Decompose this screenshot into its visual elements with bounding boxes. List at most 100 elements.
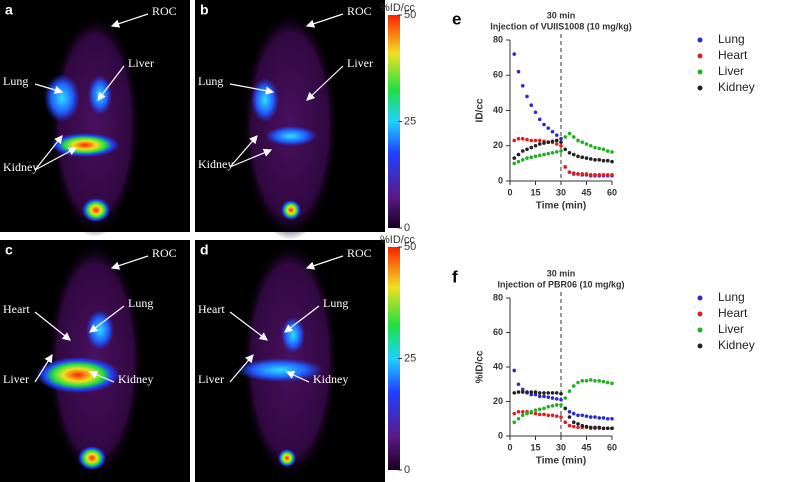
- data-point: [520, 149, 525, 153]
- legend-marker: [697, 37, 703, 43]
- data-point: [529, 392, 534, 397]
- annotation: Kidney: [313, 372, 348, 386]
- data-point: [554, 133, 559, 137]
- annotation-arrow: [89, 305, 125, 333]
- data-point: [559, 149, 563, 153]
- data-point: [520, 136, 525, 141]
- annotation-arrow: [229, 83, 275, 95]
- colorbar-tick-label: 50: [404, 241, 416, 253]
- legend-label: Liver: [718, 64, 744, 78]
- data-point: [605, 158, 610, 163]
- pet-panel: d ROC Heart Lung Liver Kidney: [195, 240, 385, 482]
- annotation: Lung: [323, 296, 348, 310]
- legend-label: Lung: [718, 290, 745, 304]
- x-tick-label: 60: [607, 187, 617, 197]
- data-point: [529, 138, 534, 143]
- colorbar-tick-label: 25: [404, 352, 416, 364]
- data-point: [605, 380, 610, 385]
- x-axis-label: Time (min): [536, 201, 586, 212]
- data-point: [567, 170, 572, 174]
- data-point: [512, 391, 517, 395]
- data-point: [588, 415, 593, 419]
- annotation: ROC: [152, 246, 177, 260]
- x-axis-label: Time (min): [536, 456, 586, 467]
- data-point: [597, 173, 602, 177]
- data-point: [525, 156, 529, 160]
- data-point: [584, 156, 589, 160]
- data-point: [533, 143, 538, 148]
- data-point: [580, 140, 585, 145]
- data-point: [576, 380, 580, 385]
- data-point: [554, 391, 559, 395]
- legend-marker: [697, 311, 703, 317]
- annotation-arrow: [34, 135, 63, 171]
- annotation-arrow: [284, 305, 320, 333]
- x-tick-label: 30: [556, 442, 566, 452]
- annotation: Heart: [3, 302, 30, 316]
- y-tick-label: 0: [498, 430, 503, 440]
- legend-label: Liver: [718, 322, 744, 336]
- data-point: [520, 84, 525, 88]
- data-point: [537, 391, 542, 395]
- data-point: [516, 390, 521, 394]
- data-point: [576, 172, 580, 176]
- annotation-arrow: [88, 370, 115, 383]
- data-point: [567, 415, 572, 419]
- data-point: [550, 139, 555, 144]
- colorbar: [388, 247, 400, 470]
- x-tick-label: 15: [530, 187, 540, 197]
- data-point: [546, 404, 551, 409]
- legend-marker: [697, 295, 703, 301]
- data-point: [563, 396, 568, 400]
- data-point: [610, 381, 614, 386]
- data-point: [576, 138, 580, 143]
- y-tick-label: 20: [493, 396, 503, 406]
- data-point: [584, 424, 589, 429]
- colorbar-tick-label: 0: [404, 464, 410, 476]
- data-point: [593, 158, 597, 162]
- pet-signal: [50, 13, 140, 237]
- pet-panel: a ROC Lung Liver Kidney: [0, 0, 190, 237]
- data-point: [567, 151, 572, 155]
- x-tick-label: 45: [581, 442, 591, 452]
- data-point: [550, 413, 555, 418]
- data-point: [580, 379, 585, 383]
- y-tick-label: 40: [493, 105, 503, 115]
- data-point: [563, 406, 568, 411]
- data-point: [601, 147, 606, 152]
- data-point: [554, 150, 559, 154]
- pet-signal: [44, 74, 80, 122]
- data-point: [601, 426, 606, 431]
- legend-label: Lung: [718, 32, 745, 46]
- colorbar-title: %ID/cc: [380, 234, 415, 246]
- data-point: [597, 158, 602, 162]
- annotation: Liver: [3, 372, 29, 386]
- pet-signal: [236, 358, 324, 382]
- colorbar-tick-label: 0: [404, 222, 410, 234]
- legend-marker: [697, 53, 703, 59]
- data-point: [520, 387, 525, 392]
- data-point: [601, 379, 606, 384]
- annotation: ROC: [347, 246, 372, 260]
- data-point: [576, 413, 580, 418]
- data-point: [567, 410, 572, 414]
- data-point: [593, 379, 597, 383]
- data-point: [529, 145, 534, 150]
- data-point: [571, 171, 576, 175]
- data-point: [567, 423, 572, 428]
- data-point: [533, 138, 538, 143]
- data-point: [571, 135, 576, 139]
- annotation: Liver: [128, 56, 154, 70]
- annotation: Liver: [347, 56, 373, 70]
- data-point: [520, 390, 525, 394]
- pet-signal: [265, 126, 317, 146]
- data-point: [542, 152, 546, 157]
- pet-signal: [278, 449, 296, 467]
- legend-marker: [697, 343, 703, 349]
- annotation: Liver: [198, 372, 224, 386]
- chart-subtitle: Injection of PBR06 (10 mg/kg): [497, 279, 624, 289]
- data-point: [593, 425, 597, 430]
- data-point: [533, 411, 538, 416]
- data-point: [563, 165, 568, 169]
- data-point: [520, 410, 525, 414]
